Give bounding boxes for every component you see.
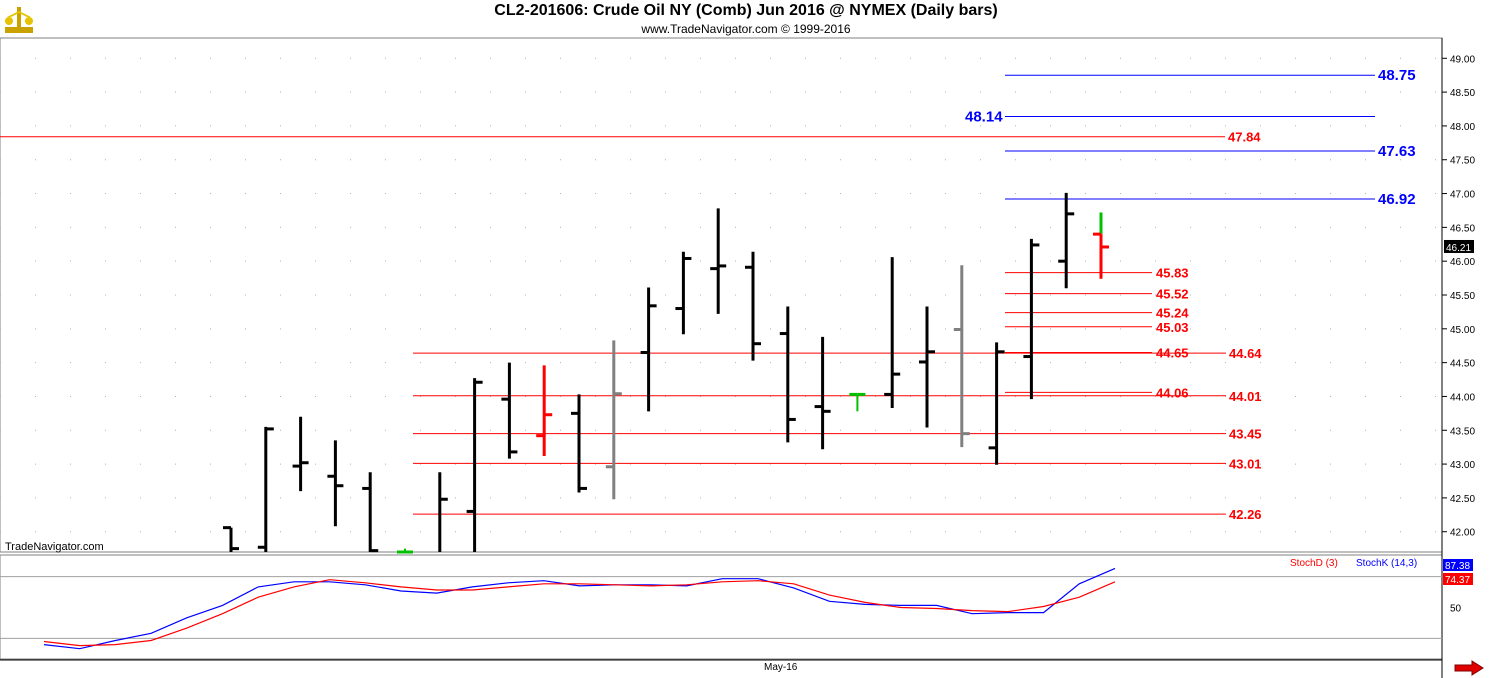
stochd-value-box <box>1443 573 1473 585</box>
y-tick-label: 42.00 <box>1450 528 1475 539</box>
y-tick-label: 46.50 <box>1450 223 1475 234</box>
level-label: 43.01 <box>1229 456 1262 471</box>
y-tick-label: 48.50 <box>1450 88 1475 99</box>
y-tick-label: 46.00 <box>1450 257 1475 268</box>
stoch-y-tick-label: 50 <box>1450 604 1462 615</box>
level-label: 46.92 <box>1378 191 1416 208</box>
y-tick-label: 44.50 <box>1450 359 1475 370</box>
level-label: 47.63 <box>1378 143 1416 160</box>
chart-subtitle: www.TradeNavigator.com © 1999-2016 <box>641 22 851 36</box>
level-label: 45.52 <box>1156 287 1189 302</box>
y-tick-label: 42.50 <box>1450 494 1475 505</box>
y-tick-label: 44.00 <box>1450 392 1475 403</box>
level-label: 48.14 <box>965 108 1003 125</box>
y-tick-label: 47.50 <box>1450 156 1475 167</box>
level-label: 44.64 <box>1229 346 1262 361</box>
y-tick-label: 47.00 <box>1450 190 1475 201</box>
level-label: 45.03 <box>1156 320 1189 335</box>
watermark: TradeNavigator.com <box>5 541 104 553</box>
level-label: 42.26 <box>1229 507 1262 522</box>
y-tick-label: 48.00 <box>1450 122 1475 133</box>
level-label: 47.84 <box>1228 130 1261 145</box>
trade-navigator-logo-icon <box>5 7 33 33</box>
y-tick-label: 43.50 <box>1450 426 1475 437</box>
chart-title: CL2-201606: Crude Oil NY (Comb) Jun 2016… <box>494 2 998 19</box>
stochk-value-box <box>1443 559 1473 571</box>
stochk-value: 87.38 <box>1445 561 1470 572</box>
stoch-series-line <box>43 567 1116 650</box>
last-price-label: 46.21 <box>1446 243 1471 254</box>
scroll-right-arrow-icon[interactable] <box>1454 660 1484 676</box>
level-label: 45.24 <box>1156 306 1189 321</box>
y-tick-label: 43.00 <box>1450 460 1475 471</box>
y-tick-label: 45.00 <box>1450 325 1475 336</box>
title-bar: CL2-201606: Crude Oil NY (Comb) Jun 2016… <box>0 0 1492 38</box>
level-label: 43.45 <box>1229 427 1262 442</box>
level-label: 45.83 <box>1156 266 1189 281</box>
x-axis-date-label: May-16 <box>764 662 798 673</box>
last-price-box <box>1444 239 1474 253</box>
level-label: 48.75 <box>1378 67 1416 84</box>
stoch-series-line <box>43 579 1116 647</box>
stochd-value: 74.37 <box>1445 575 1470 586</box>
y-tick-label: 45.50 <box>1450 291 1475 302</box>
level-label: 44.06 <box>1156 385 1189 400</box>
y-tick-label: 49.00 <box>1450 54 1475 65</box>
level-label: 44.01 <box>1229 389 1262 404</box>
legend-stochk: StochK (14,3) <box>1356 558 1417 569</box>
legend-stochd: StochD (3) <box>1290 558 1338 569</box>
